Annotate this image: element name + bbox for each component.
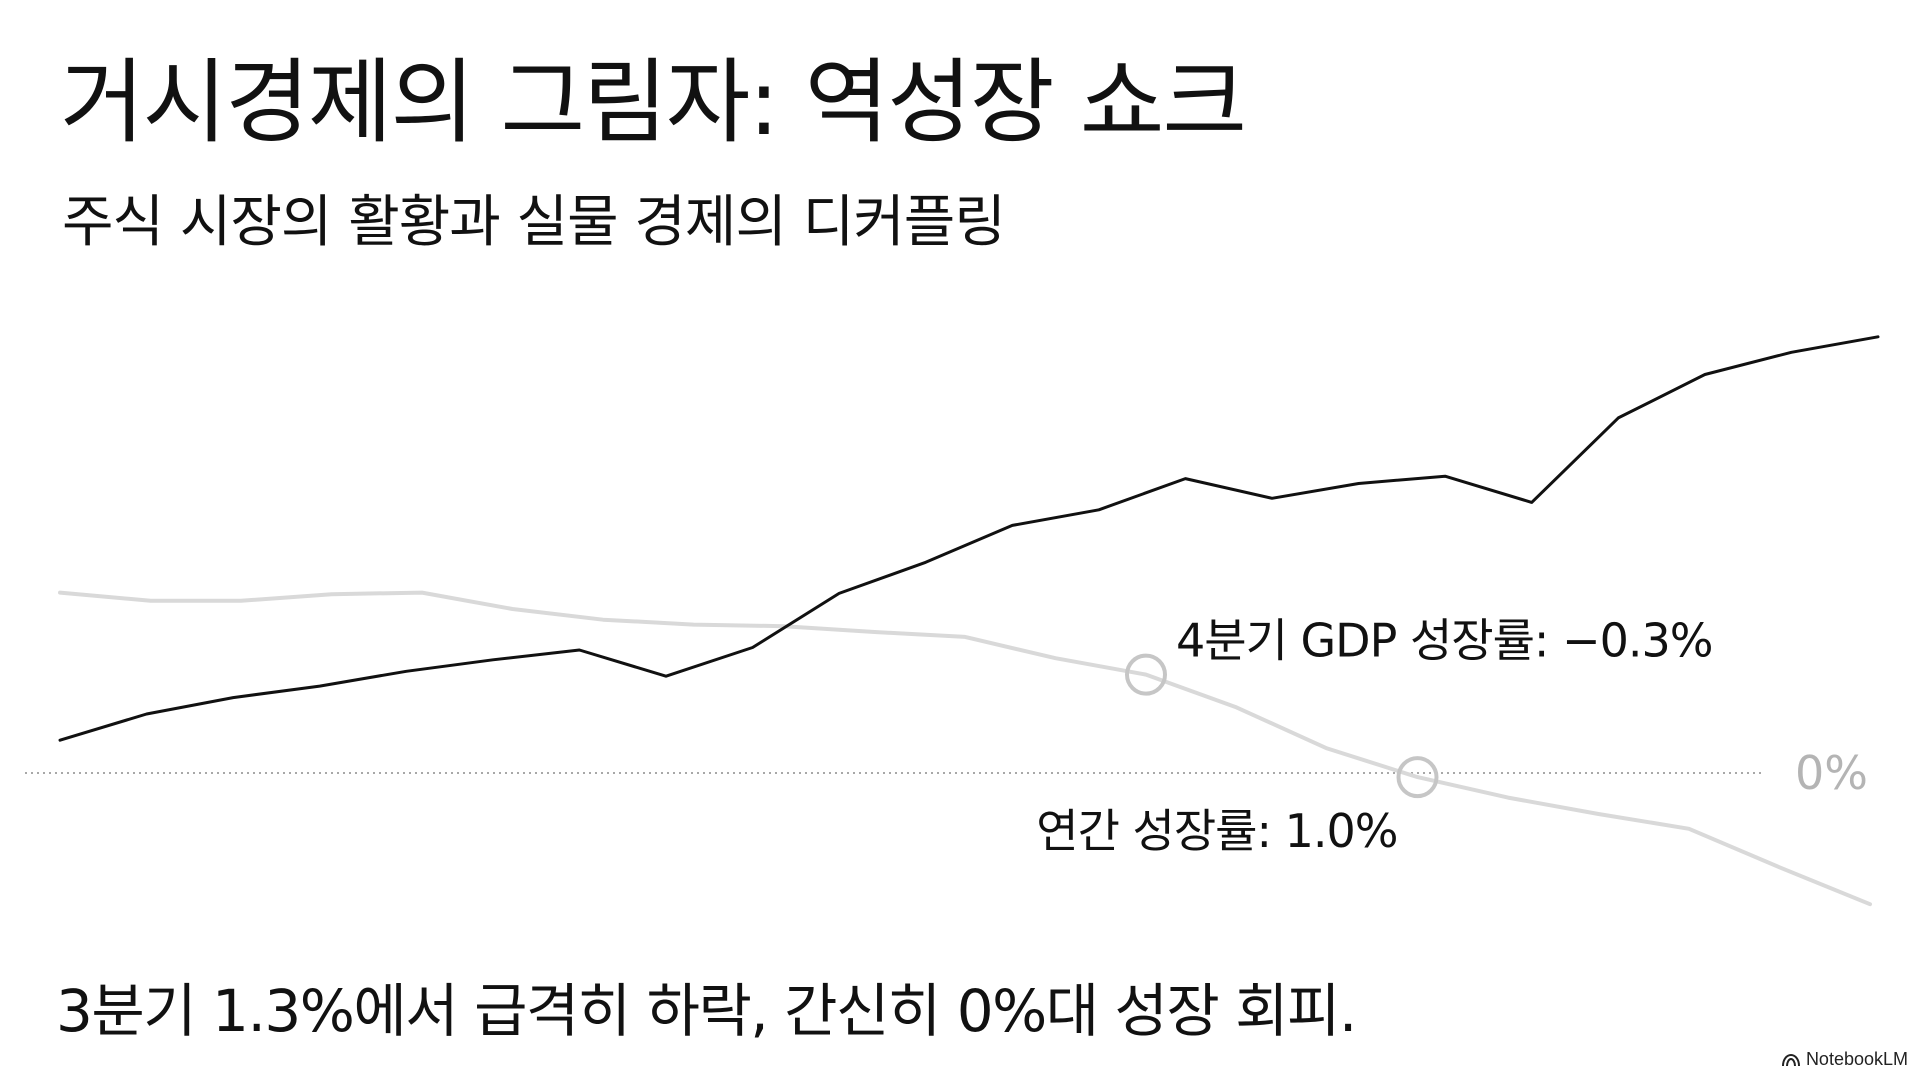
zero-line-label: 0%: [1795, 746, 1868, 800]
chart-caption: 3분기 1.3%에서 급격히 하락, 간신히 0%대 성장 회피.: [56, 977, 1357, 1045]
notebooklm-logo-icon: [1781, 1053, 1800, 1066]
page-subtitle: 주식 시장의 활황과 실물 경제의 디커플링: [62, 190, 1006, 255]
annotation-label-2: 연간 성장률: 1.0%: [1036, 804, 1397, 858]
annotation-marker-2: [1396, 756, 1439, 799]
annotation-marker-1: [1125, 653, 1167, 696]
brand-label: NotebookLM: [1805, 1049, 1908, 1069]
series-line-dark: [58, 335, 1880, 742]
page-title: 거시경제의 그림자: 역성장 쇼크: [60, 49, 1247, 156]
brand-badge: NotebookLM: [1781, 1049, 1908, 1070]
series-line-light: [58, 590, 1872, 907]
annotation-label-1: 4분기 GDP 성장률: −0.3%: [1176, 614, 1712, 668]
